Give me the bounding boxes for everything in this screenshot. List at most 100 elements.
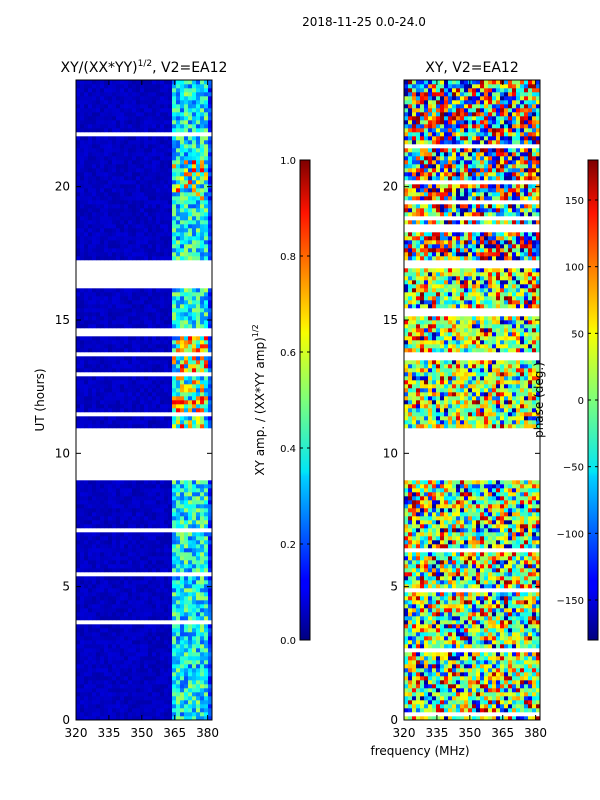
heatmap-cell (520, 684, 525, 689)
heatmap-cell (152, 568, 157, 573)
heatmap-cell (112, 160, 117, 165)
heatmap-cell (184, 576, 189, 581)
heatmap-cell (208, 580, 212, 585)
heatmap-cell (404, 660, 409, 665)
heatmap-cell (208, 84, 212, 89)
heatmap-cell (184, 316, 189, 321)
heatmap-cell (124, 256, 129, 261)
heatmap-cell (184, 496, 189, 501)
heatmap-cell (140, 596, 145, 601)
heatmap-cell (144, 308, 149, 313)
heatmap-cell (200, 596, 205, 601)
heatmap-cell (532, 660, 537, 665)
heatmap-cell (196, 520, 201, 525)
heatmap-cell (164, 96, 169, 101)
heatmap-cell (176, 116, 181, 121)
heatmap-cell (208, 240, 212, 245)
heatmap-cell (116, 504, 121, 509)
heatmap-cell (156, 172, 161, 177)
heatmap-cell (136, 524, 141, 529)
heatmap-cell (88, 656, 93, 661)
heatmap-cell (164, 356, 169, 361)
heatmap-cell (124, 100, 129, 105)
heatmap-cell (136, 232, 141, 237)
heatmap-cell (120, 524, 125, 529)
heatmap-cell (104, 92, 109, 97)
heatmap-cell (152, 408, 157, 413)
heatmap-cell (404, 692, 409, 697)
heatmap-cell (188, 604, 193, 609)
heatmap-cell (176, 212, 181, 217)
heatmap-cell (96, 316, 101, 321)
heatmap-cell (200, 220, 205, 225)
heatmap-cell (96, 136, 101, 141)
heatmap-cell (76, 480, 81, 485)
heatmap-cell (120, 116, 125, 121)
heatmap-cell (116, 680, 121, 685)
heatmap-cell (196, 600, 201, 605)
heatmap-cell (112, 292, 117, 297)
heatmap-cell (132, 144, 137, 149)
heatmap-cell (156, 204, 161, 209)
heatmap-cell (188, 136, 193, 141)
heatmap-cell (176, 636, 181, 641)
heatmap-cell (128, 688, 133, 693)
heatmap-cell (208, 712, 212, 717)
heatmap-cell (504, 672, 509, 677)
heatmap-cell (88, 292, 93, 297)
heatmap-cell (156, 644, 161, 649)
heatmap-cell (136, 508, 141, 513)
heatmap-cell (136, 584, 141, 589)
heatmap-cell (104, 536, 109, 541)
heatmap-cell (536, 684, 540, 689)
heatmap-cell (132, 488, 137, 493)
heatmap-cell (476, 668, 481, 673)
heatmap-cell (180, 360, 185, 365)
heatmap-cell (168, 600, 173, 605)
heatmap-cell (492, 696, 497, 701)
heatmap-cell (200, 632, 205, 637)
heatmap-cell (144, 564, 149, 569)
heatmap-cell (144, 632, 149, 637)
heatmap-cell (160, 172, 165, 177)
heatmap-cell (136, 144, 141, 149)
heatmap-cell (172, 364, 177, 369)
heatmap-cell (204, 684, 209, 689)
heatmap-cell (128, 376, 133, 381)
heatmap-cell (164, 320, 169, 325)
heatmap-cell (124, 368, 129, 373)
heatmap-cell (192, 536, 197, 541)
heatmap-cell (160, 144, 165, 149)
heatmap-cell (92, 168, 97, 173)
heatmap-cell (472, 684, 477, 689)
heatmap-cell (476, 696, 481, 701)
heatmap-cell (176, 308, 181, 313)
heatmap-gap-row (76, 284, 212, 289)
heatmap-cell (128, 540, 133, 545)
heatmap-cell (172, 592, 177, 597)
heatmap-cell (80, 532, 85, 537)
heatmap-cell (156, 556, 161, 561)
heatmap-cell (188, 324, 193, 329)
heatmap-cell (176, 92, 181, 97)
heatmap-cell (172, 292, 177, 297)
heatmap-cell (176, 128, 181, 133)
heatmap-cell (208, 308, 212, 313)
heatmap-cell (188, 640, 193, 645)
heatmap-cell (108, 356, 113, 361)
heatmap-cell (176, 484, 181, 489)
heatmap-cell (164, 680, 169, 685)
heatmap-cell (124, 692, 129, 697)
heatmap-cell (112, 200, 117, 205)
heatmap-cell (188, 500, 193, 505)
heatmap-cell (196, 588, 201, 593)
heatmap-cell (84, 708, 89, 713)
heatmap-cell (164, 388, 169, 393)
heatmap-cell (132, 92, 137, 97)
heatmap-cell (208, 228, 212, 233)
heatmap-cell (128, 616, 133, 621)
heatmap-cell (132, 420, 137, 425)
heatmap-cell (112, 236, 117, 241)
heatmap-cell (200, 684, 205, 689)
heatmap-cell (100, 380, 105, 385)
